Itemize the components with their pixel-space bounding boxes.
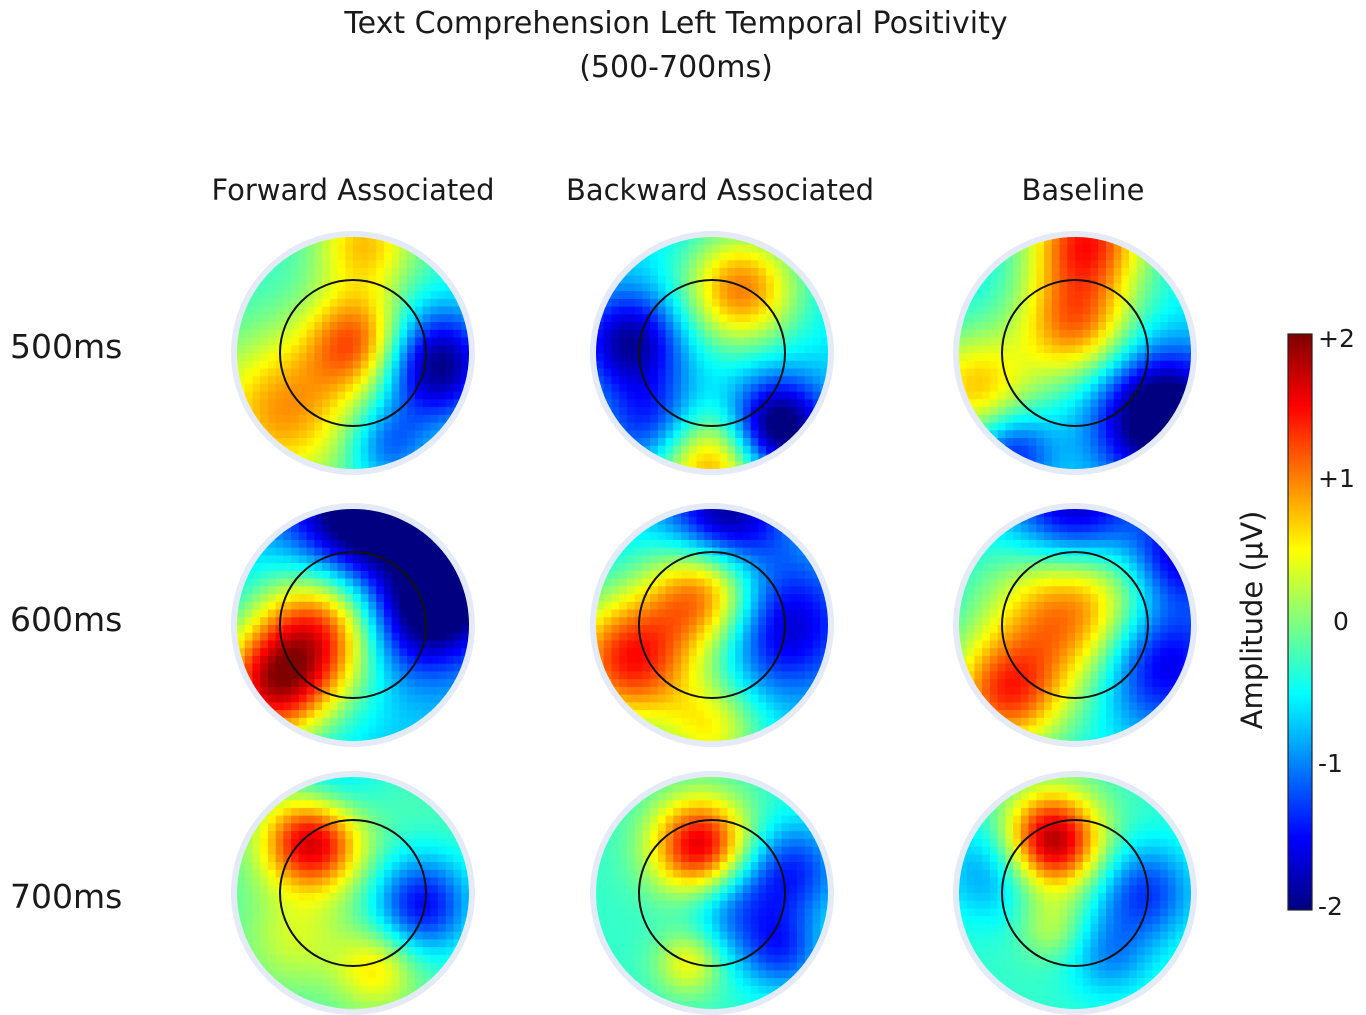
column-label-forward-associated: Forward Associated xyxy=(211,173,495,207)
colorbar-tick-minus-1: -1 xyxy=(1318,749,1343,778)
topomap-field xyxy=(596,777,828,1009)
topomap-field xyxy=(596,509,828,741)
topomap-head-outline xyxy=(1001,551,1149,699)
chart-title: Text Comprehension Left Temporal Positiv… xyxy=(344,6,1008,41)
colorbar-tick-plus-1: +1 xyxy=(1318,464,1355,493)
topomap-backward-associated-700ms xyxy=(590,771,834,1015)
colorbar-tick-minus-2: -2 xyxy=(1318,892,1343,921)
topomap-head-outline xyxy=(638,279,786,427)
topomap-head-outline xyxy=(279,551,427,699)
topomap-field xyxy=(959,509,1191,741)
topomap-field xyxy=(237,237,469,469)
topomap-field xyxy=(237,509,469,741)
colorbar xyxy=(1287,333,1313,911)
column-label-backward-associated: Backward Associated xyxy=(565,173,875,207)
topomap-head-outline xyxy=(1001,819,1149,967)
topomap-head-outline xyxy=(638,819,786,967)
colorbar-axis-label: Amplitude (μV) xyxy=(1235,510,1269,730)
topomap-backward-associated-500ms xyxy=(590,231,834,475)
topomap-forward-associated-700ms xyxy=(231,771,475,1015)
colorbar-tick-0: 0 xyxy=(1333,607,1349,636)
topomap-baseline-700ms xyxy=(953,771,1197,1015)
topomap-field xyxy=(959,777,1191,1009)
row-label-500ms: 500ms xyxy=(10,327,123,366)
colorbar-tick-plus-2: +2 xyxy=(1318,324,1355,353)
topomap-field xyxy=(237,777,469,1009)
topomap-head-outline xyxy=(279,279,427,427)
topomap-backward-associated-600ms xyxy=(590,503,834,747)
colorbar-gradient xyxy=(1287,333,1313,911)
column-label-baseline: Baseline xyxy=(1021,173,1145,207)
topomap-baseline-600ms xyxy=(953,503,1197,747)
topomap-forward-associated-500ms xyxy=(231,231,475,475)
topomap-head-outline xyxy=(1001,279,1149,427)
topomap-field xyxy=(596,237,828,469)
topomap-field xyxy=(959,237,1191,469)
topomap-baseline-500ms xyxy=(953,231,1197,475)
row-label-700ms: 700ms xyxy=(10,877,123,916)
topomap-forward-associated-600ms xyxy=(231,503,475,747)
row-label-600ms: 600ms xyxy=(10,600,123,639)
chart-subtitle: (500-700ms) xyxy=(579,50,773,85)
topomap-head-outline xyxy=(279,819,427,967)
topomap-head-outline xyxy=(638,551,786,699)
